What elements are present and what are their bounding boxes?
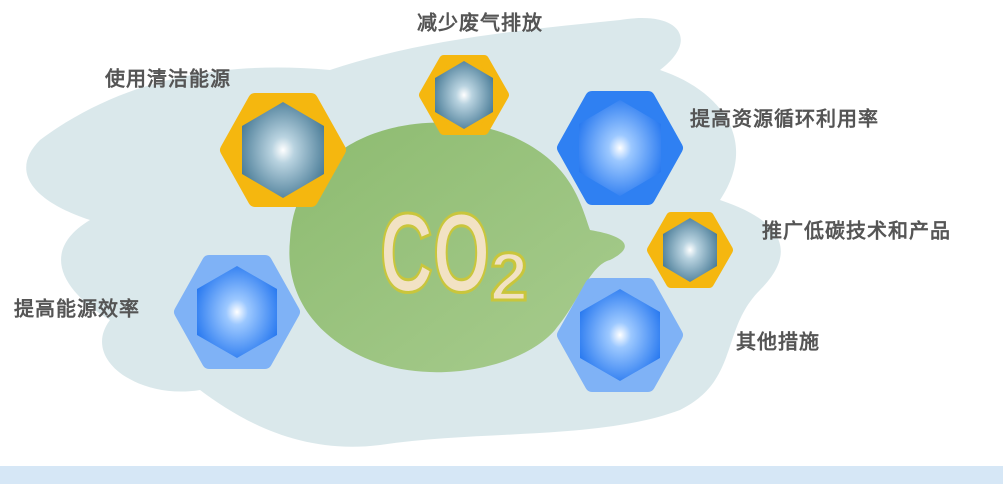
hex-yellow — [220, 93, 346, 207]
node-label: 减少废气排放 — [417, 11, 543, 35]
hex-blue — [557, 278, 683, 392]
bottom-strip — [0, 466, 1003, 484]
node-label: 其他措施 — [736, 330, 820, 354]
co2-text: CO — [380, 191, 490, 316]
hex-yellow — [647, 212, 733, 288]
hex-blue — [174, 255, 300, 369]
node-label: 提高资源循环利用率 — [690, 107, 879, 131]
node-label: 使用清洁能源 — [104, 67, 231, 91]
node-label: 推广低碳技术和产品 — [762, 219, 951, 243]
hex-yellow — [419, 55, 509, 135]
grass-blob — [289, 122, 625, 373]
hex-blue — [557, 91, 683, 205]
node-label: 提高能源效率 — [14, 297, 140, 321]
co2-subscript: 2 — [490, 239, 528, 315]
